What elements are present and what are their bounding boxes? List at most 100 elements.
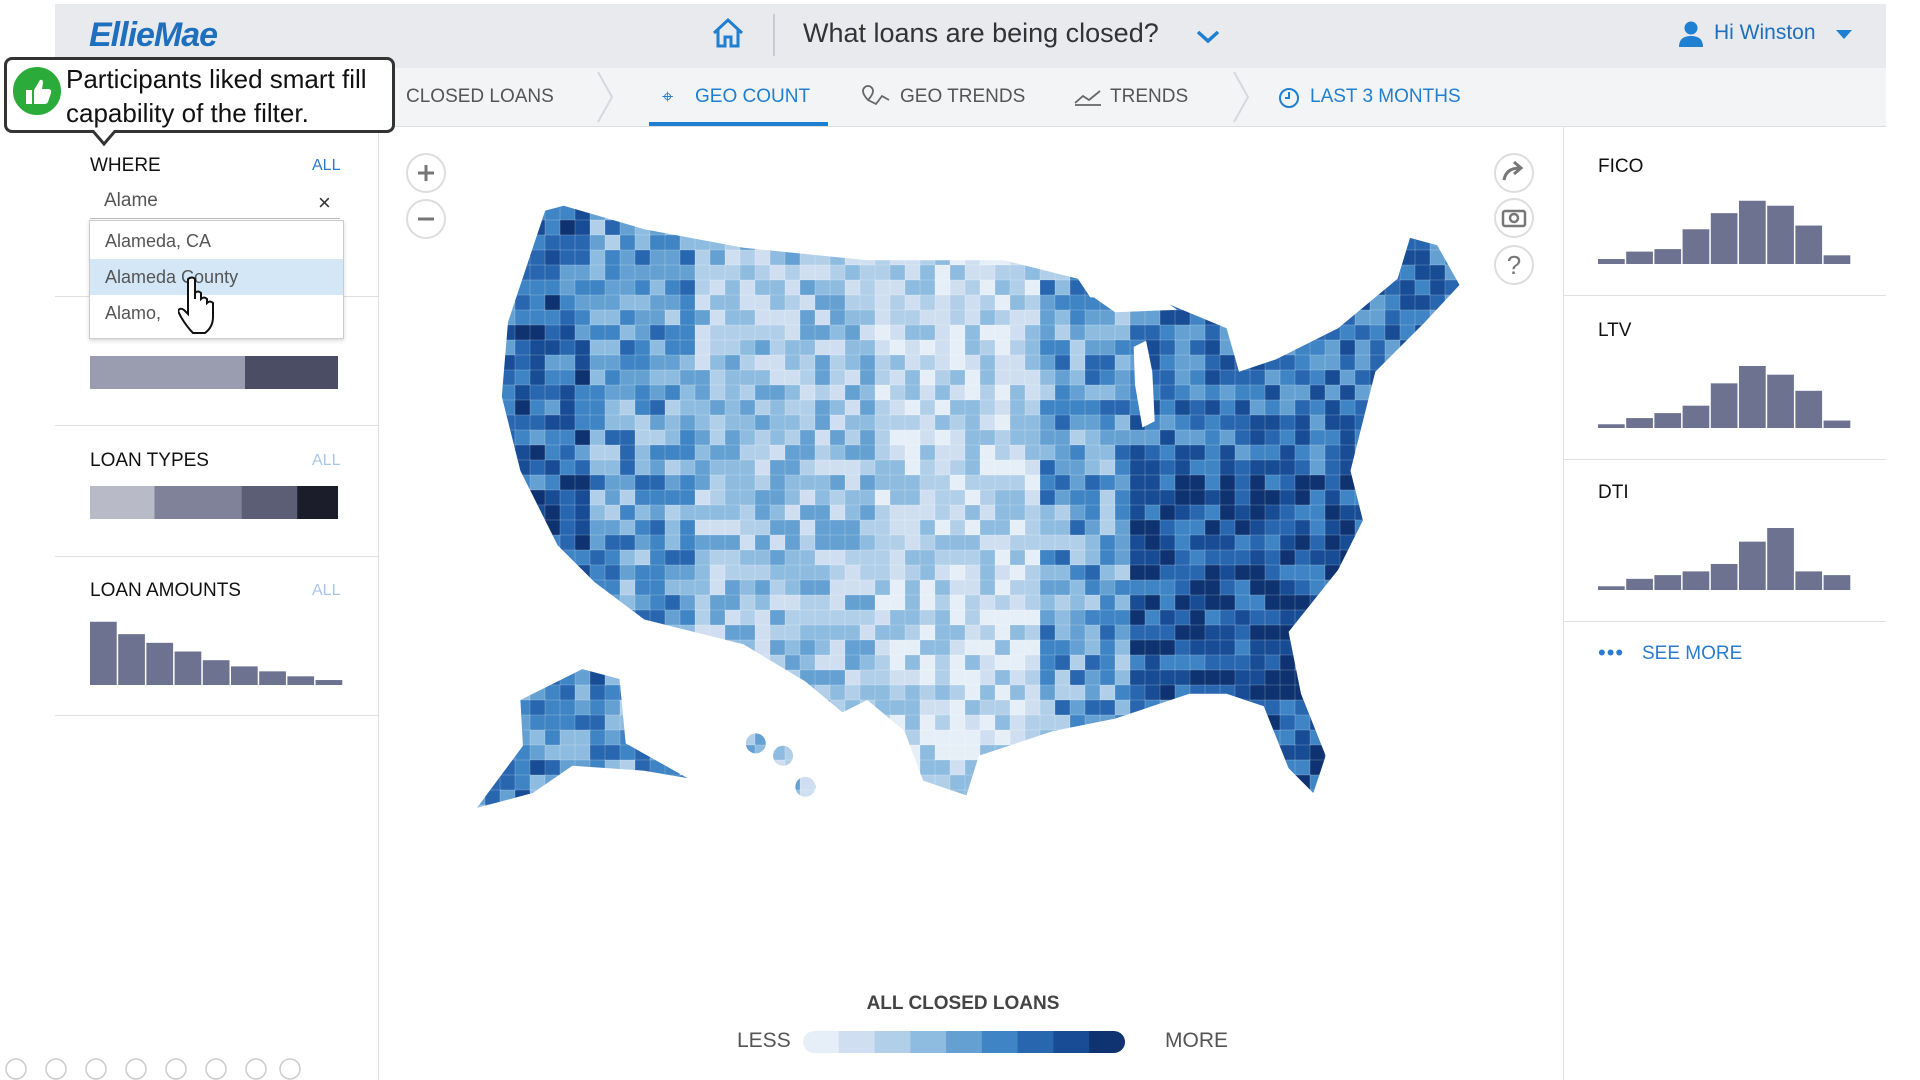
county [1204,504,1221,521]
county [1129,205,1146,206]
county [1490,310,1506,326]
suggestion[interactable]: Alamo, [105,303,162,323]
nav-closed-loans[interactable]: CLOSED LOANS [406,86,554,107]
county [1204,549,1221,566]
county [499,564,516,581]
county [919,744,936,761]
nav-separator [1233,71,1250,123]
county [499,459,516,476]
county [694,489,711,506]
county [919,234,936,251]
loan-amounts-all[interactable]: ALL [312,582,341,599]
county [709,205,726,206]
county [455,565,471,581]
nav-time-range[interactable]: LAST 3 MONTHS [1310,86,1461,107]
county [1444,504,1460,521]
county [1399,384,1416,401]
county [1520,595,1536,611]
county [1024,684,1041,701]
county [979,249,996,266]
legend-swatch [1089,1031,1125,1053]
county [1294,459,1311,476]
county [1204,354,1221,371]
county [589,669,606,686]
county [1444,564,1460,581]
county [529,369,546,386]
county [484,684,501,701]
county [1249,654,1266,671]
nav-geo-trends[interactable]: GEO TRENDS [900,86,1026,107]
county [739,459,756,476]
county [1174,429,1191,446]
county [455,355,471,371]
county [904,654,921,671]
county [529,339,546,356]
nav-trends[interactable]: TRENDS [1110,86,1189,107]
county [1114,789,1131,806]
county [634,429,651,446]
county [1460,550,1476,566]
county [604,744,621,761]
county [1460,565,1476,581]
county [709,549,726,566]
county [1309,519,1326,536]
county [1189,639,1206,656]
suggestion[interactable]: Alameda County [90,259,343,295]
county [1369,309,1386,326]
county [844,579,861,596]
county [455,370,471,386]
county [889,489,906,506]
county [1234,804,1251,808]
where-input[interactable]: Alame [90,186,340,219]
chevron[interactable] [1195,28,1221,46]
county [1039,579,1056,596]
county [769,399,786,416]
home-icon[interactable] [710,16,746,50]
county [1384,279,1401,296]
county [1520,535,1536,551]
county [1429,774,1446,791]
loan-types-all[interactable]: ALL [312,452,341,469]
see-more-link[interactable]: SEE MORE [1642,643,1743,664]
county [559,384,576,401]
help-button[interactable] [1494,245,1534,285]
page-question[interactable]: What loans are being closed? [803,18,1159,48]
county [1189,804,1206,808]
county [1294,639,1311,656]
dropdown-caret[interactable] [1836,30,1852,40]
county [1309,279,1326,296]
county [814,624,831,641]
county [1279,324,1296,341]
camera-button[interactable] [1494,198,1534,238]
user-menu[interactable]: Hi Winston [1714,21,1816,44]
county [1099,579,1116,596]
county [994,609,1011,626]
county [1535,760,1551,776]
county [934,444,951,461]
county [1084,519,1101,536]
where-all[interactable]: ALL [312,157,341,174]
county [484,789,501,806]
county [634,444,651,461]
county [1429,579,1446,596]
county [574,504,591,521]
county [1294,354,1311,371]
geo-map[interactable] [380,130,1560,1030]
logo[interactable]: EllieMae [89,16,218,54]
county [1550,670,1560,686]
county [514,294,531,311]
nav-geo-count[interactable]: GEO COUNT [695,86,811,107]
county [754,564,771,581]
suggestion[interactable]: Alameda, CA [105,231,212,251]
county [1219,759,1236,776]
county [1219,234,1236,251]
county [664,309,681,326]
county [814,684,831,701]
clear-button[interactable]: × [318,190,331,215]
county [544,205,561,206]
county [410,295,426,311]
county [1099,804,1116,808]
county [477,774,486,791]
county [1550,340,1560,356]
county [529,414,546,431]
